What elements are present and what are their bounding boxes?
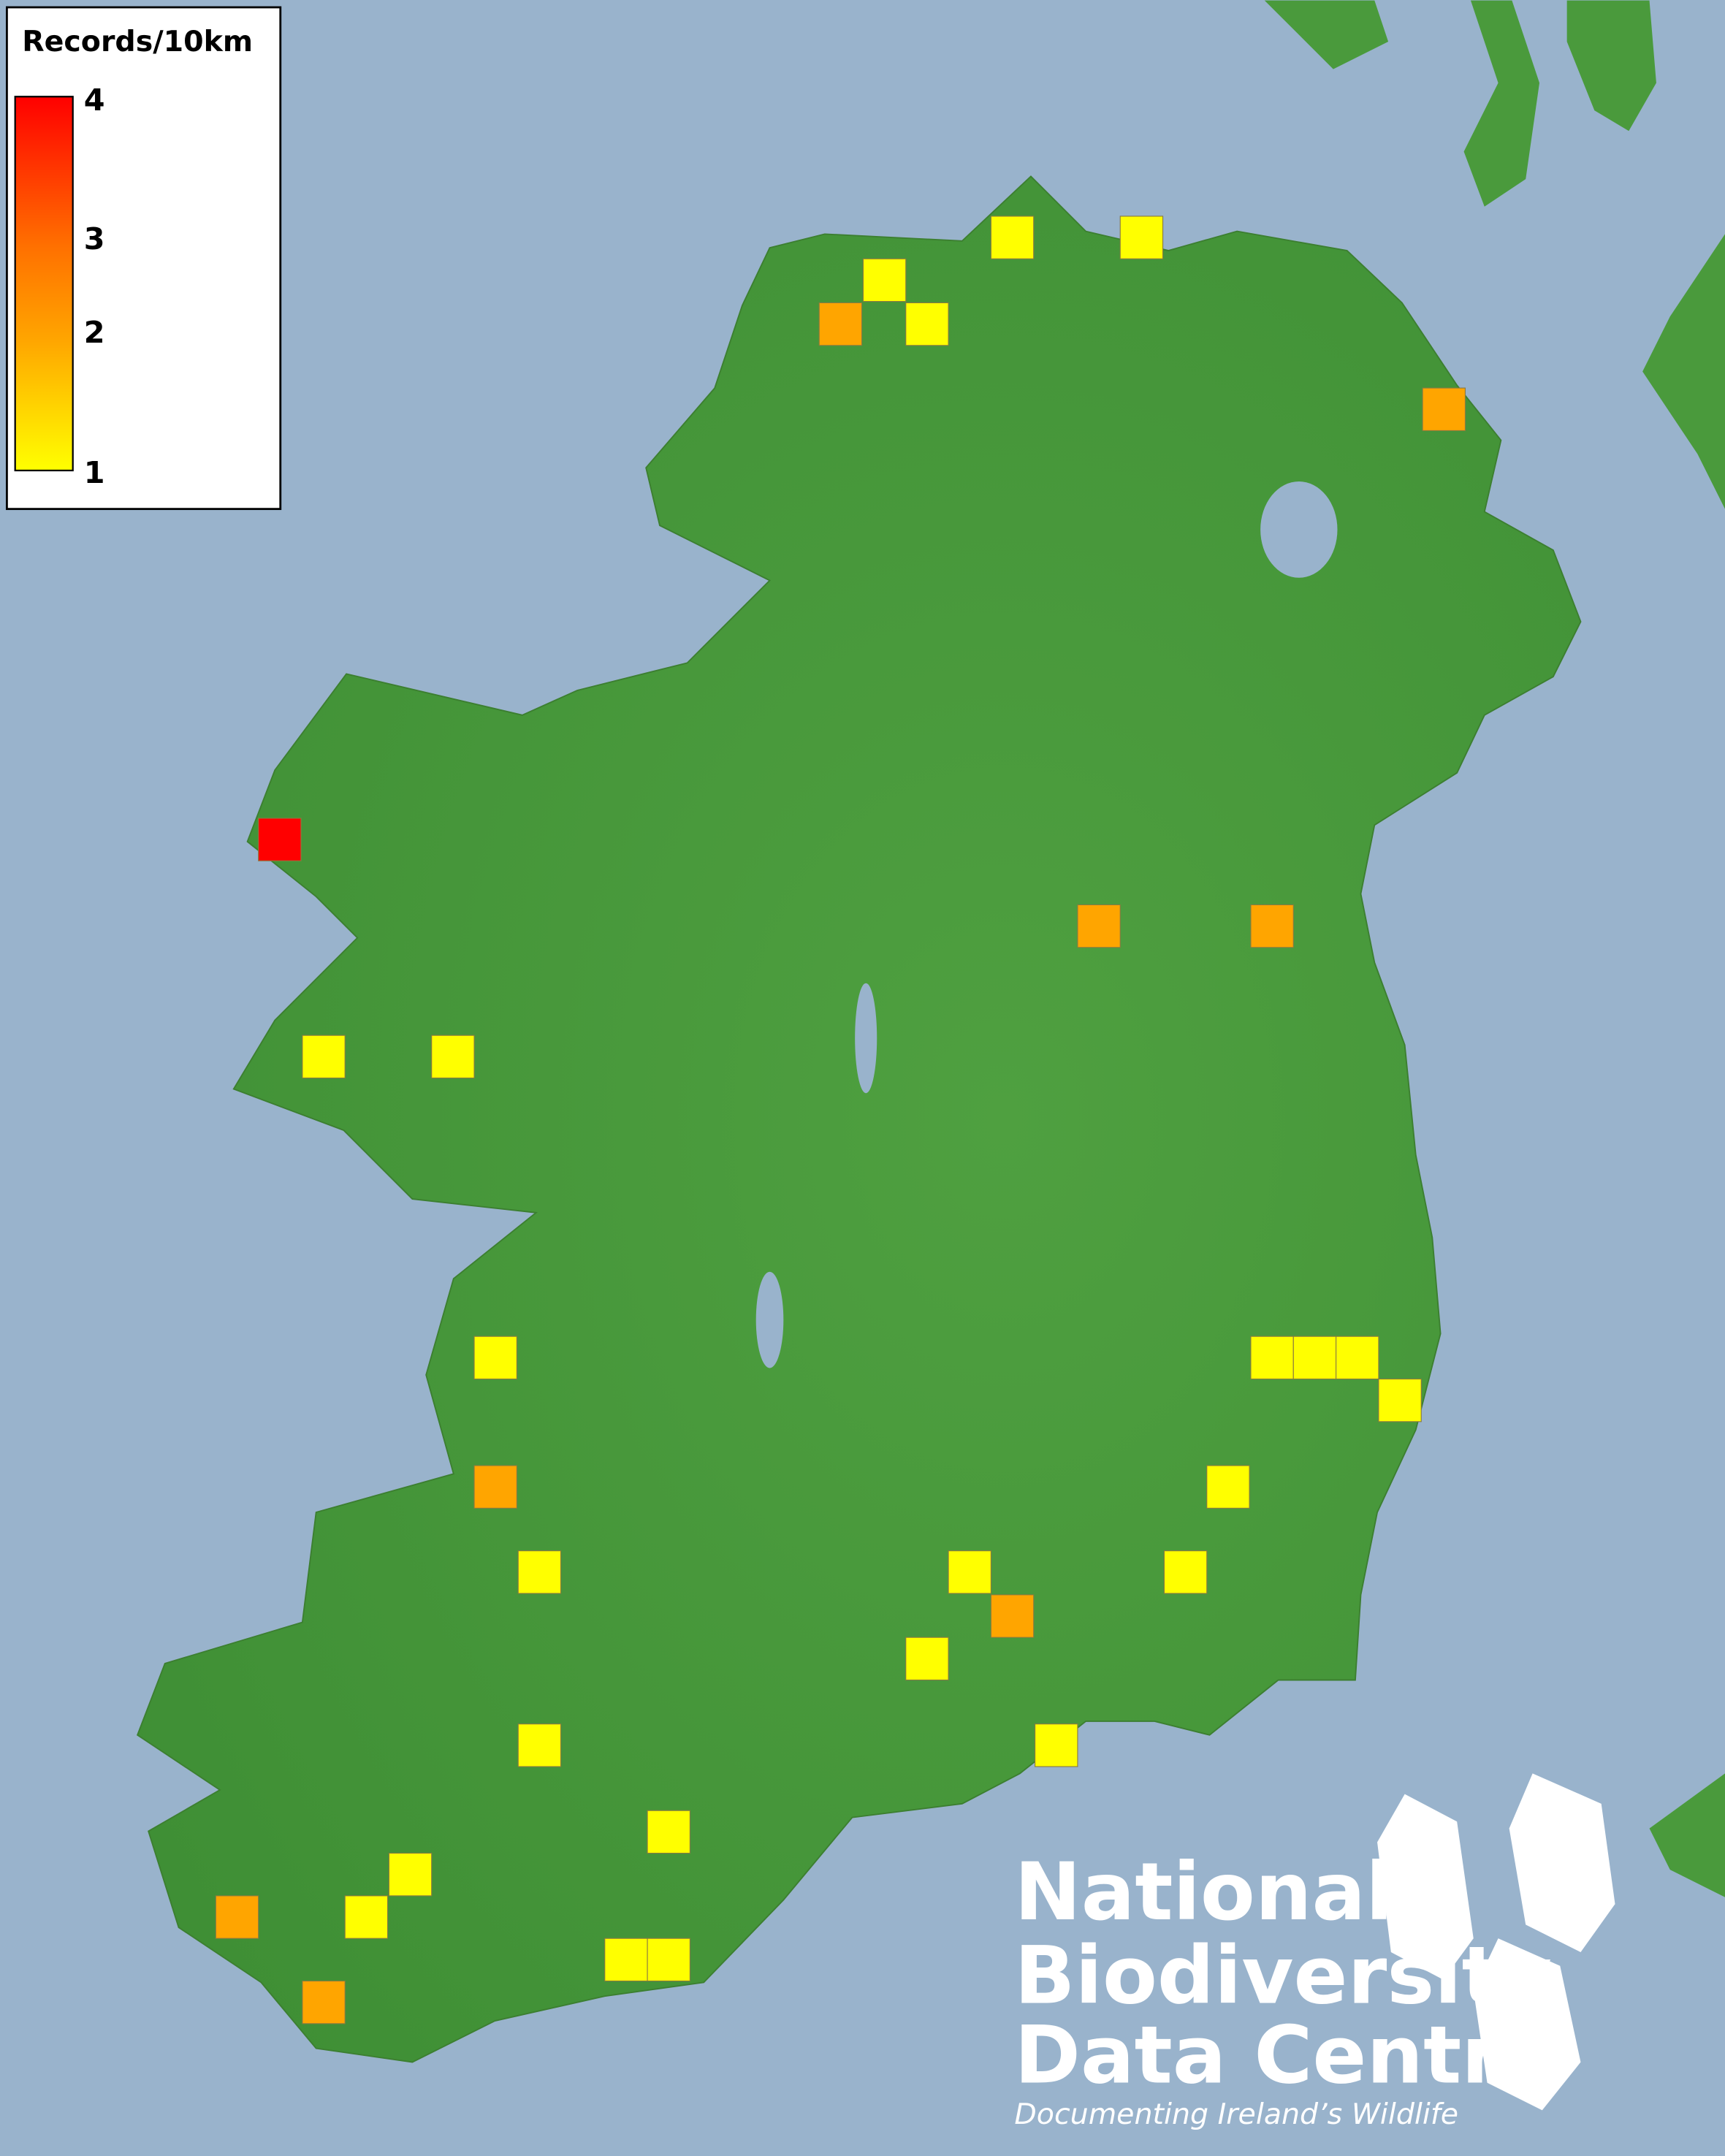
logo-line-2: Biodiversity: [1014, 1930, 1552, 2022]
legend-title: Records/10km: [22, 25, 253, 58]
legend-tick-2: 2: [84, 315, 105, 350]
record-square: [473, 1336, 517, 1380]
lough-derg: [755, 1271, 784, 1368]
record-squares: [215, 216, 1466, 2024]
logo-line-3: Data Centre: [1014, 2009, 1555, 2102]
record-square: [647, 1938, 690, 1982]
record-square: [1422, 387, 1466, 431]
record-square: [517, 1550, 562, 1594]
record-square: [818, 302, 863, 346]
record-square: [1119, 216, 1164, 259]
record-square: [905, 302, 949, 346]
record-square: [1250, 1336, 1294, 1380]
butterfly-icon: [1509, 1773, 1615, 1952]
record-square: [1035, 1723, 1078, 1767]
seahorse-icon: [1473, 1938, 1581, 2111]
record-square: [1292, 1336, 1337, 1380]
record-square: [517, 1723, 562, 1767]
record-square: [431, 1035, 475, 1079]
record-square: [862, 258, 907, 302]
record-square: [948, 1550, 991, 1594]
record-square: [473, 1465, 517, 1509]
record-square: [990, 216, 1035, 259]
record-square: [990, 1594, 1035, 1638]
logo-line-1: National: [1014, 1845, 1393, 1938]
lough-neagh: [1260, 481, 1338, 578]
legend-color-bar: [14, 96, 74, 472]
record-square: [344, 1895, 389, 1939]
legend-tick-1: 1: [84, 455, 105, 490]
record-square: [1163, 1550, 1208, 1594]
legend-tick-3: 3: [84, 221, 105, 256]
record-square: [1336, 1336, 1379, 1380]
ireland-land: [136, 175, 1582, 2063]
record-square: [604, 1938, 648, 1982]
nbdc-logo: National Biodiversity Data Centre Docume…: [1014, 1773, 1615, 2131]
record-square: [388, 1852, 433, 1897]
record-square: [302, 1035, 346, 1079]
record-square: [1378, 1378, 1422, 1422]
record-square: [1250, 904, 1294, 948]
logo-tagline: Documenting Ireland’s Wildlife: [1014, 2098, 1458, 2131]
lough-ree: [855, 983, 877, 1094]
record-square: [1077, 904, 1121, 948]
record-square: [215, 1895, 259, 1939]
legend: Records/10km 4 3 2 1: [5, 6, 282, 511]
record-square: [647, 1810, 690, 1854]
legend-tick-4: 4: [84, 83, 105, 118]
record-square: [258, 818, 302, 861]
record-square: [302, 1980, 346, 2024]
tree-icon: [1377, 1794, 1474, 1980]
record-square: [905, 1637, 949, 1681]
record-square: [1206, 1465, 1250, 1509]
